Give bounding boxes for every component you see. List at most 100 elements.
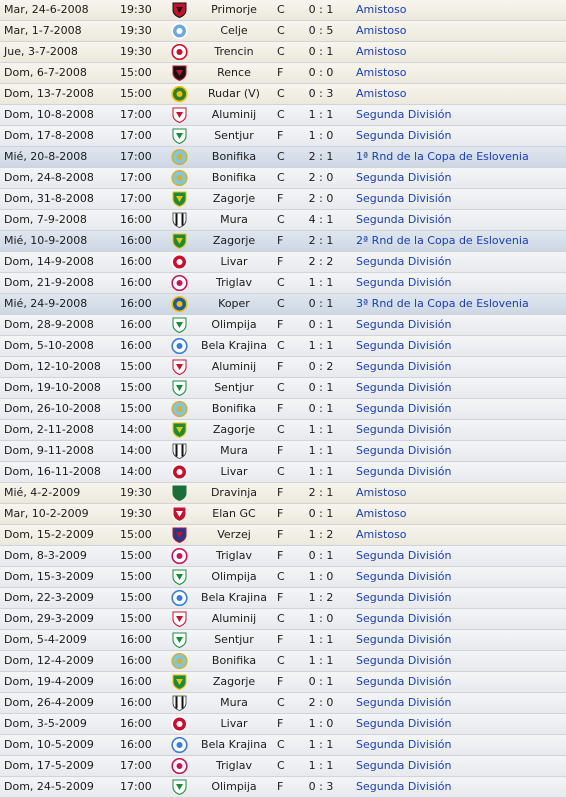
opponent-name[interactable]: Aluminij — [211, 360, 257, 373]
opponent-name[interactable]: Aluminij — [211, 612, 257, 625]
competition-link[interactable]: Amistoso — [356, 3, 407, 16]
opponent-name[interactable]: Triglav — [216, 276, 252, 289]
opponent-name[interactable]: Koper — [218, 297, 250, 310]
fixture-row[interactable]: Dom, 17-5-2009 17:00 Triglav C 1 : 1 Seg… — [0, 756, 566, 777]
competition-link[interactable]: Segunda División — [356, 108, 452, 121]
opponent-name[interactable]: Rence — [217, 66, 251, 79]
fixture-row[interactable]: Dom, 19-10-2008 15:00 Sentjur C 0 : 1 Se… — [0, 378, 566, 399]
match-score[interactable]: 2 : 0 — [308, 171, 334, 184]
opponent-name[interactable]: Livar — [220, 255, 248, 268]
opponent-name[interactable]: Sentjur — [214, 633, 254, 646]
opponent-name[interactable]: Bonifika — [211, 171, 257, 184]
opponent-name[interactable]: Sentjur — [214, 129, 254, 142]
match-score[interactable]: 0 : 0 — [308, 66, 334, 79]
match-score[interactable]: 2 : 1 — [308, 234, 334, 247]
fixture-row[interactable]: Dom, 12-4-2009 16:00 Bonifika C 1 : 1 Se… — [0, 651, 566, 672]
match-score[interactable]: 0 : 1 — [308, 549, 334, 562]
opponent-name[interactable]: Olimpija — [211, 318, 257, 331]
competition-link[interactable]: Segunda División — [356, 339, 452, 352]
fixture-row[interactable]: Dom, 26-10-2008 15:00 Bonifika F 0 : 1 S… — [0, 399, 566, 420]
match-score[interactable]: 1 : 0 — [308, 129, 334, 142]
fixture-row[interactable]: Dom, 10-5-2009 16:00 Bela Krajina C 1 : … — [0, 735, 566, 756]
fixture-row[interactable]: Mié, 10-9-2008 16:00 Zagorje F 2 : 1 2ª … — [0, 231, 566, 252]
competition-link[interactable]: Segunda División — [356, 780, 452, 793]
fixture-row[interactable]: Dom, 22-3-2009 15:00 Bela Krajina F 1 : … — [0, 588, 566, 609]
match-score[interactable]: 0 : 1 — [308, 297, 334, 310]
fixture-row[interactable]: Dom, 15-3-2009 15:00 Olimpija C 1 : 0 Se… — [0, 567, 566, 588]
competition-link[interactable]: Segunda División — [356, 570, 452, 583]
fixture-row[interactable]: Dom, 26-4-2009 16:00 Mura C 2 : 0 Segund… — [0, 693, 566, 714]
competition-link[interactable]: Amistoso — [356, 45, 407, 58]
competition-link[interactable]: Segunda División — [356, 591, 452, 604]
fixture-row[interactable]: Dom, 10-8-2008 17:00 Aluminij C 1 : 1 Se… — [0, 105, 566, 126]
opponent-name[interactable]: Zagorje — [212, 192, 256, 205]
opponent-name[interactable]: Mura — [220, 444, 248, 457]
competition-link[interactable]: Segunda División — [356, 276, 452, 289]
match-score[interactable]: 1 : 1 — [308, 738, 334, 751]
match-score[interactable]: 0 : 1 — [308, 381, 334, 394]
match-score[interactable]: 1 : 1 — [308, 444, 334, 457]
match-score[interactable]: 1 : 0 — [308, 570, 334, 583]
fixture-row[interactable]: Mar, 1-7-2008 19:30 Celje C 0 : 5 Amisto… — [0, 21, 566, 42]
competition-link[interactable]: Amistoso — [356, 507, 407, 520]
competition-link[interactable]: Segunda División — [356, 423, 452, 436]
fixture-row[interactable]: Mar, 10-2-2009 19:30 Elan GC F 0 : 1 Ami… — [0, 504, 566, 525]
fixture-row[interactable]: Dom, 21-9-2008 16:00 Triglav C 1 : 1 Seg… — [0, 273, 566, 294]
competition-link[interactable]: Segunda División — [356, 465, 452, 478]
competition-link[interactable]: Amistoso — [356, 486, 407, 499]
competition-link[interactable]: 1ª Rnd de la Copa de Eslovenia — [356, 150, 529, 163]
opponent-name[interactable]: Bonifika — [211, 402, 257, 415]
fixture-row[interactable]: Mar, 24-6-2008 19:30 Primorje C 0 : 1 Am… — [0, 0, 566, 21]
competition-link[interactable]: Amistoso — [356, 24, 407, 37]
opponent-name[interactable]: Rudar (V) — [208, 87, 260, 100]
opponent-name[interactable]: Zagorje — [212, 423, 256, 436]
match-score[interactable]: 4 : 1 — [308, 213, 334, 226]
fixture-row[interactable]: Dom, 24-5-2009 17:00 Olimpija F 0 : 3 Se… — [0, 777, 566, 798]
competition-link[interactable]: Segunda División — [356, 633, 452, 646]
opponent-name[interactable]: Bela Krajina — [201, 591, 267, 604]
fixture-row[interactable]: Dom, 5-4-2009 16:00 Sentjur F 1 : 1 Segu… — [0, 630, 566, 651]
competition-link[interactable]: Segunda División — [356, 717, 452, 730]
match-score[interactable]: 1 : 1 — [308, 654, 334, 667]
match-score[interactable]: 1 : 0 — [308, 612, 334, 625]
match-score[interactable]: 1 : 1 — [308, 423, 334, 436]
competition-link[interactable]: Segunda División — [356, 549, 452, 562]
opponent-name[interactable]: Olimpija — [211, 780, 257, 793]
fixture-row[interactable]: Mié, 20-8-2008 17:00 Bonifika C 2 : 1 1ª… — [0, 147, 566, 168]
competition-link[interactable]: 2ª Rnd de la Copa de Eslovenia — [356, 234, 529, 247]
match-score[interactable]: 1 : 1 — [308, 339, 334, 352]
opponent-name[interactable]: Mura — [220, 213, 248, 226]
opponent-name[interactable]: Zagorje — [212, 234, 256, 247]
match-score[interactable]: 2 : 1 — [308, 150, 334, 163]
competition-link[interactable]: Segunda División — [356, 738, 452, 751]
match-score[interactable]: 2 : 2 — [308, 255, 334, 268]
competition-link[interactable]: Segunda División — [356, 318, 452, 331]
opponent-name[interactable]: Livar — [220, 717, 248, 730]
opponent-name[interactable]: Aluminij — [211, 108, 257, 121]
competition-link[interactable]: Segunda División — [356, 213, 452, 226]
fixture-row[interactable]: Dom, 28-9-2008 16:00 Olimpija F 0 : 1 Se… — [0, 315, 566, 336]
opponent-name[interactable]: Triglav — [216, 759, 252, 772]
match-score[interactable]: 1 : 2 — [308, 528, 334, 541]
competition-link[interactable]: Segunda División — [356, 192, 452, 205]
match-score[interactable]: 2 : 1 — [308, 486, 334, 499]
fixture-row[interactable]: Dom, 13-7-2008 15:00 Rudar (V) C 0 : 3 A… — [0, 84, 566, 105]
competition-link[interactable]: Amistoso — [356, 87, 407, 100]
opponent-name[interactable]: Mura — [220, 696, 248, 709]
match-score[interactable]: 1 : 1 — [308, 633, 334, 646]
fixture-row[interactable]: Dom, 15-2-2009 15:00 Verzej F 1 : 2 Amis… — [0, 525, 566, 546]
competition-link[interactable]: Segunda División — [356, 402, 452, 415]
competition-link[interactable]: Segunda División — [356, 696, 452, 709]
fixture-row[interactable]: Mié, 24-9-2008 16:00 Koper C 0 : 1 3ª Rn… — [0, 294, 566, 315]
match-score[interactable]: 0 : 3 — [308, 780, 334, 793]
competition-link[interactable]: Segunda División — [356, 444, 452, 457]
opponent-name[interactable]: Triglav — [216, 549, 252, 562]
fixture-row[interactable]: Mié, 4-2-2009 19:30 Dravinja F 2 : 1 Ami… — [0, 483, 566, 504]
match-score[interactable]: 1 : 1 — [308, 759, 334, 772]
opponent-name[interactable]: Zagorje — [212, 675, 256, 688]
fixture-row[interactable]: Dom, 17-8-2008 17:00 Sentjur F 1 : 0 Seg… — [0, 126, 566, 147]
opponent-name[interactable]: Olimpija — [211, 570, 257, 583]
opponent-name[interactable]: Celje — [220, 24, 248, 37]
match-score[interactable]: 1 : 1 — [308, 276, 334, 289]
competition-link[interactable]: Segunda División — [356, 759, 452, 772]
